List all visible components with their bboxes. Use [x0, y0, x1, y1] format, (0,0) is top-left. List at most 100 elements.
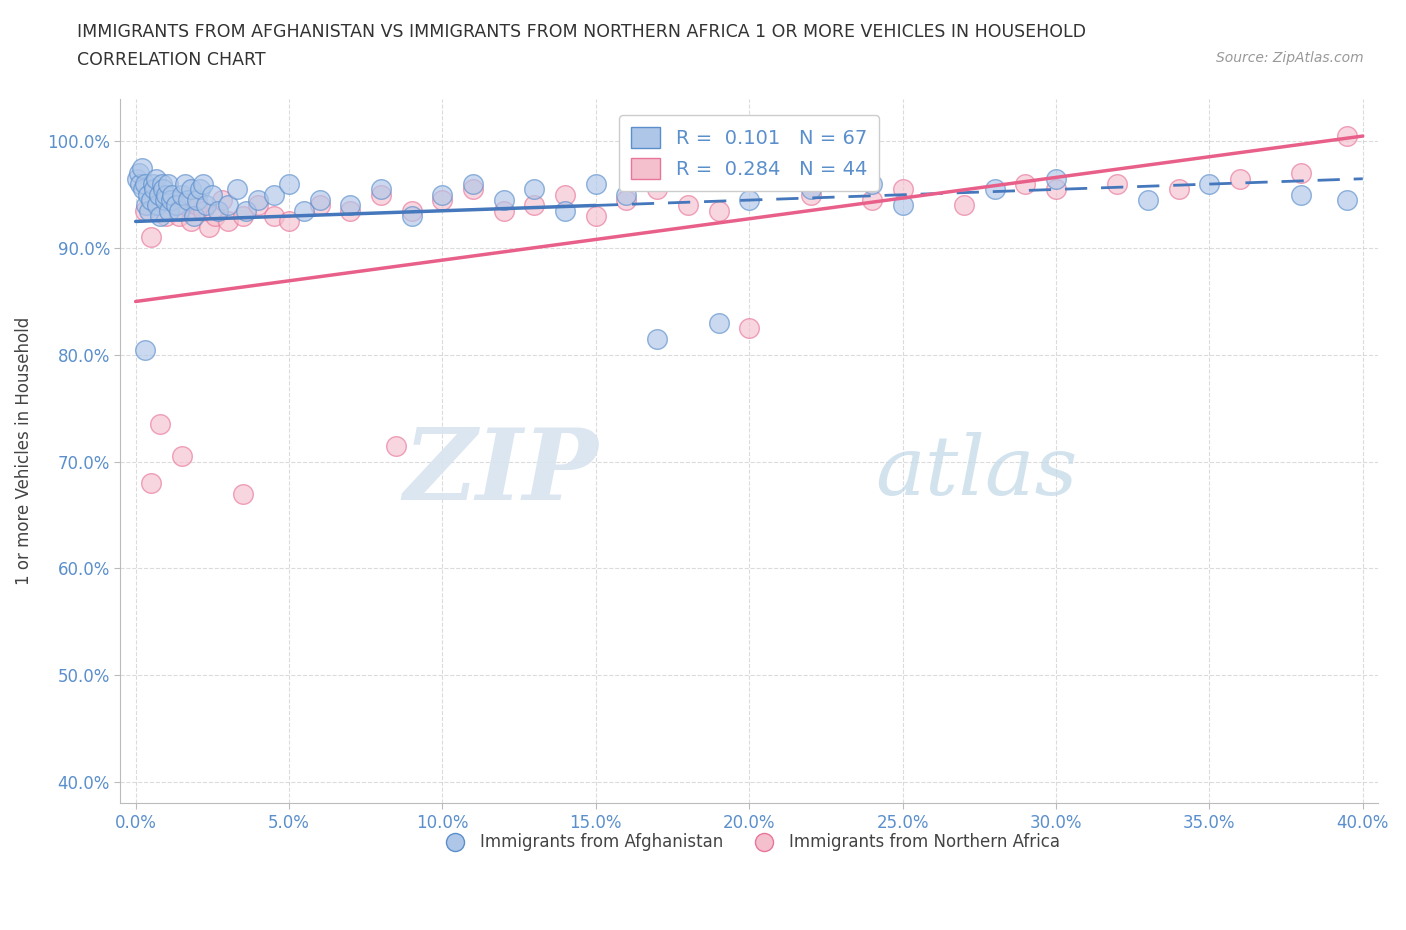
Point	[191, 204, 214, 219]
Text: CORRELATION CHART: CORRELATION CHART	[77, 51, 266, 69]
Point	[198, 219, 221, 234]
Point	[278, 177, 301, 192]
Point	[150, 177, 173, 192]
Point	[860, 177, 883, 192]
Point	[523, 182, 546, 197]
Point	[983, 182, 1005, 197]
Point	[616, 193, 638, 207]
Point	[173, 177, 195, 192]
Point	[308, 198, 330, 213]
Point	[308, 193, 330, 207]
Point	[153, 193, 176, 207]
Point	[676, 198, 699, 213]
Point	[1167, 182, 1189, 197]
Point	[800, 187, 823, 202]
Point	[132, 182, 155, 197]
Point	[134, 342, 156, 357]
Point	[160, 193, 183, 207]
Point	[554, 204, 576, 219]
Point	[201, 187, 224, 202]
Point	[167, 204, 190, 219]
Point	[180, 182, 202, 197]
Point	[149, 208, 172, 223]
Point	[461, 177, 484, 192]
Point	[146, 198, 169, 213]
Point	[1336, 128, 1358, 143]
Point	[143, 182, 166, 197]
Point	[738, 193, 761, 207]
Point	[891, 198, 914, 213]
Point	[1291, 187, 1313, 202]
Point	[1291, 166, 1313, 180]
Point	[339, 198, 361, 213]
Point	[1045, 171, 1067, 186]
Point	[136, 187, 159, 202]
Point	[129, 177, 152, 192]
Point	[339, 204, 361, 219]
Point	[191, 177, 214, 192]
Point	[173, 198, 195, 213]
Point	[401, 204, 423, 219]
Point	[156, 177, 179, 192]
Point	[131, 161, 153, 176]
Point	[232, 486, 254, 501]
Point	[1229, 171, 1251, 186]
Point	[492, 193, 515, 207]
Point	[180, 214, 202, 229]
Point	[128, 166, 150, 180]
Point	[217, 214, 239, 229]
Point	[1137, 193, 1160, 207]
Point	[127, 171, 149, 186]
Text: atlas: atlas	[875, 432, 1077, 512]
Point	[461, 182, 484, 197]
Point	[155, 208, 177, 223]
Point	[707, 315, 730, 330]
Point	[138, 204, 160, 219]
Point	[1045, 182, 1067, 197]
Point	[139, 193, 162, 207]
Point	[204, 208, 226, 223]
Text: ZIP: ZIP	[404, 424, 599, 520]
Point	[645, 182, 668, 197]
Point	[162, 187, 184, 202]
Point	[139, 230, 162, 245]
Point	[401, 208, 423, 223]
Point	[186, 193, 208, 207]
Point	[585, 208, 607, 223]
Point	[370, 187, 392, 202]
Point	[145, 171, 167, 186]
Point	[146, 193, 169, 207]
Point	[186, 198, 208, 213]
Point	[432, 187, 454, 202]
Point	[134, 177, 156, 192]
Point	[135, 198, 157, 213]
Point	[157, 204, 180, 219]
Legend: Immigrants from Afghanistan, Immigrants from Northern Africa: Immigrants from Afghanistan, Immigrants …	[432, 827, 1067, 858]
Point	[247, 198, 270, 213]
Point	[1336, 193, 1358, 207]
Point	[800, 182, 823, 197]
Point	[523, 198, 546, 213]
Point	[170, 187, 193, 202]
Point	[232, 208, 254, 223]
Point	[162, 193, 184, 207]
Point	[155, 187, 177, 202]
Y-axis label: 1 or more Vehicles in Household: 1 or more Vehicles in Household	[15, 317, 32, 585]
Point	[225, 182, 247, 197]
Point	[167, 208, 190, 223]
Point	[217, 198, 239, 213]
Point	[554, 187, 576, 202]
Point	[139, 475, 162, 490]
Point	[263, 187, 285, 202]
Point	[170, 449, 193, 464]
Point	[235, 204, 257, 219]
Point	[585, 177, 607, 192]
Point	[152, 182, 174, 197]
Point	[1198, 177, 1220, 192]
Point	[370, 182, 392, 197]
Text: Source: ZipAtlas.com: Source: ZipAtlas.com	[1216, 51, 1364, 65]
Text: IMMIGRANTS FROM AFGHANISTAN VS IMMIGRANTS FROM NORTHERN AFRICA 1 OR MORE VEHICLE: IMMIGRANTS FROM AFGHANISTAN VS IMMIGRANT…	[77, 23, 1087, 41]
Point	[707, 204, 730, 219]
Point	[278, 214, 301, 229]
Point	[183, 208, 205, 223]
